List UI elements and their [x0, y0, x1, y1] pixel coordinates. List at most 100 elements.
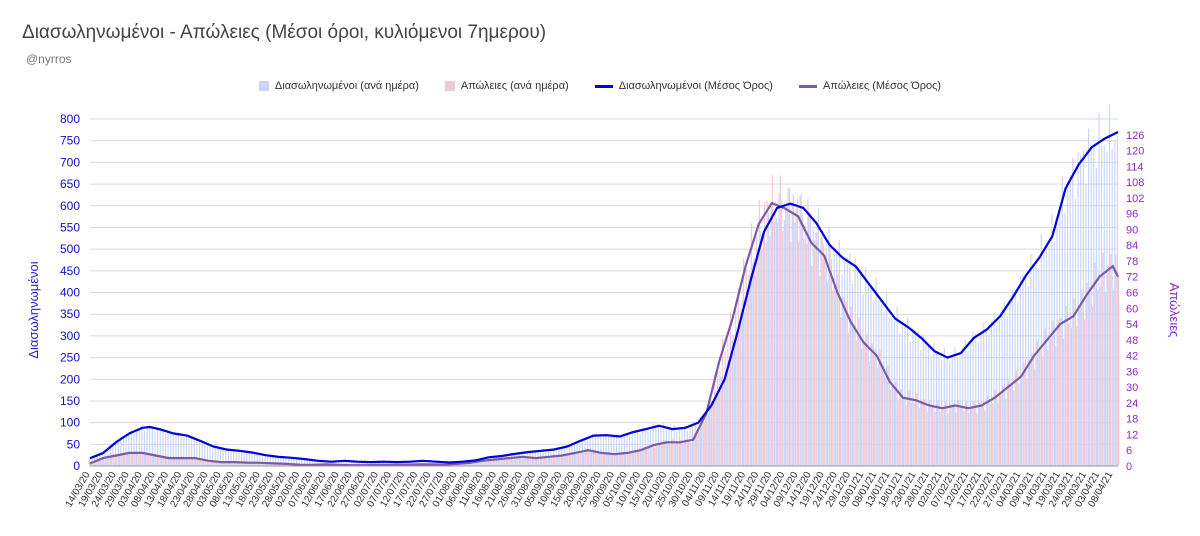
deaths-daily-bar	[318, 464, 320, 466]
intubated-daily-bar	[768, 213, 770, 466]
deaths-daily-bar	[546, 458, 548, 466]
deaths-daily-bar	[792, 194, 794, 466]
intubated-daily-bar	[172, 434, 174, 466]
intubated-daily-bar	[794, 222, 796, 466]
deaths-daily-bar	[847, 333, 850, 466]
deaths-daily-bar	[638, 450, 640, 466]
y-tick-label: 650	[60, 177, 80, 191]
deaths-daily-bar	[701, 419, 703, 466]
x-tick-label: 21/08/20	[483, 470, 512, 510]
intubated-daily-bar	[96, 456, 98, 466]
deaths-daily-bar	[834, 290, 836, 466]
deaths-daily-bar	[551, 456, 553, 466]
deaths-daily-bar	[326, 464, 328, 466]
intubated-daily-bar	[959, 357, 961, 466]
intubated-daily-bar	[209, 445, 211, 466]
intubated-daily-bar	[956, 358, 959, 466]
legend-item-deaths-average[interactable]: Απώλειες (Μέσος Όρος)	[798, 80, 941, 92]
intubated-daily-bar	[1040, 234, 1042, 466]
intubated-daily-bar	[335, 461, 337, 466]
intubated-daily-bar	[681, 427, 683, 466]
deaths-daily-bar	[187, 458, 189, 466]
intubated-daily-bar	[445, 462, 447, 466]
legend-item-intubated-daily[interactable]: Διασωληνωμένοι (ανά ημέρα)	[258, 80, 419, 92]
intubated-daily-bar	[880, 304, 882, 466]
intubated-daily-bar	[311, 459, 313, 466]
deaths-daily-bar	[711, 401, 713, 466]
x-tick-label: 03/01/21	[837, 470, 866, 510]
deaths-daily-bar	[861, 348, 863, 466]
legend-item-deaths-daily[interactable]: Απώλειες (ανά ημέρα)	[444, 80, 569, 92]
intubated-daily-bar	[699, 416, 702, 466]
deaths-daily-bar	[378, 464, 380, 466]
intubated-daily-bar	[115, 442, 117, 466]
deaths-daily-bar	[748, 274, 750, 466]
deaths-daily-bar	[252, 463, 254, 466]
intubated-daily-bar	[830, 259, 833, 466]
intubated-daily-bar	[828, 226, 830, 466]
deaths-daily-bar	[404, 464, 406, 466]
x-tick-label: 18/05/20	[234, 470, 263, 510]
deaths-daily-bar	[158, 456, 160, 466]
intubated-daily-bar	[694, 422, 696, 466]
intubated-daily-bar	[1061, 176, 1063, 466]
deaths-daily-bar	[265, 463, 267, 466]
legend-item-intubated-average[interactable]: Διασωληνωμένοι (Μέσος Όρος)	[594, 80, 773, 92]
deaths-daily-bar	[580, 451, 582, 466]
intubated-daily-bar	[529, 451, 531, 466]
intubated-daily-bar	[227, 448, 229, 466]
intubated-daily-bar	[125, 435, 127, 466]
deaths-daily-bar	[176, 457, 178, 466]
intubated-daily-bar	[500, 456, 502, 466]
y2-tick-label: 18	[1126, 414, 1138, 426]
intubated-daily-bar	[275, 455, 277, 466]
x-tick-label: 26/08/20	[496, 470, 525, 510]
deaths-daily-bar	[999, 392, 1002, 466]
intubated-daily-bar	[925, 340, 927, 466]
x-tick-label: 02/06/20	[273, 470, 302, 510]
intubated-daily-bar	[886, 292, 888, 466]
x-tick-label: 09/11/20	[693, 470, 722, 509]
deaths-daily-bar	[695, 435, 697, 466]
deaths-daily-bar	[155, 454, 157, 466]
deaths-daily-bar	[609, 453, 611, 466]
intubated-daily-bar	[327, 461, 329, 466]
intubated-daily-bar	[841, 274, 843, 466]
deaths-daily-bar	[769, 236, 771, 466]
deaths-daily-bar	[724, 351, 726, 466]
x-tick-label: 03/04/20	[116, 470, 145, 510]
deaths-daily-bar	[756, 236, 758, 466]
intubated-daily-bar	[201, 442, 203, 466]
intubated-daily-bar	[526, 451, 528, 466]
deaths-daily-bar	[312, 464, 315, 466]
deaths-daily-bar	[504, 459, 506, 466]
deaths-daily-bar	[205, 459, 207, 466]
intubated-daily-bar	[1087, 128, 1090, 466]
x-tick-label: 28/01/21	[903, 470, 932, 510]
deaths-daily-bar	[923, 399, 926, 466]
y2-tick-label: 12	[1126, 429, 1138, 441]
deaths-daily-bar	[289, 464, 291, 466]
intubated-daily-bar	[846, 256, 848, 466]
y-tick-label: 100	[60, 416, 80, 430]
intubated-daily-bar	[1048, 246, 1050, 466]
deaths-daily-bar	[294, 464, 296, 466]
deaths-daily-bar	[512, 458, 514, 466]
deaths-daily-bar	[226, 461, 228, 466]
intubated-daily-bar	[560, 448, 563, 466]
y2-tick-label: 78	[1126, 256, 1138, 268]
deaths-daily-bar	[1005, 398, 1007, 466]
intubated-daily-bar	[88, 457, 90, 466]
deaths-daily-bar	[286, 463, 288, 466]
intubated-daily-bar	[702, 414, 704, 466]
y2-tick-label: 6	[1126, 445, 1132, 457]
deaths-daily-bar	[213, 460, 215, 466]
intubated-daily-bar	[1085, 183, 1087, 466]
x-tick-label: 28/04/20	[182, 470, 211, 510]
deaths-daily-bar	[1076, 325, 1078, 466]
deaths-daily-bar	[339, 465, 341, 466]
deaths-daily-bar	[1047, 349, 1049, 466]
intubated-daily-bar	[594, 433, 597, 466]
deaths-daily-bar	[651, 443, 653, 466]
intubated-daily-bar	[385, 461, 387, 466]
